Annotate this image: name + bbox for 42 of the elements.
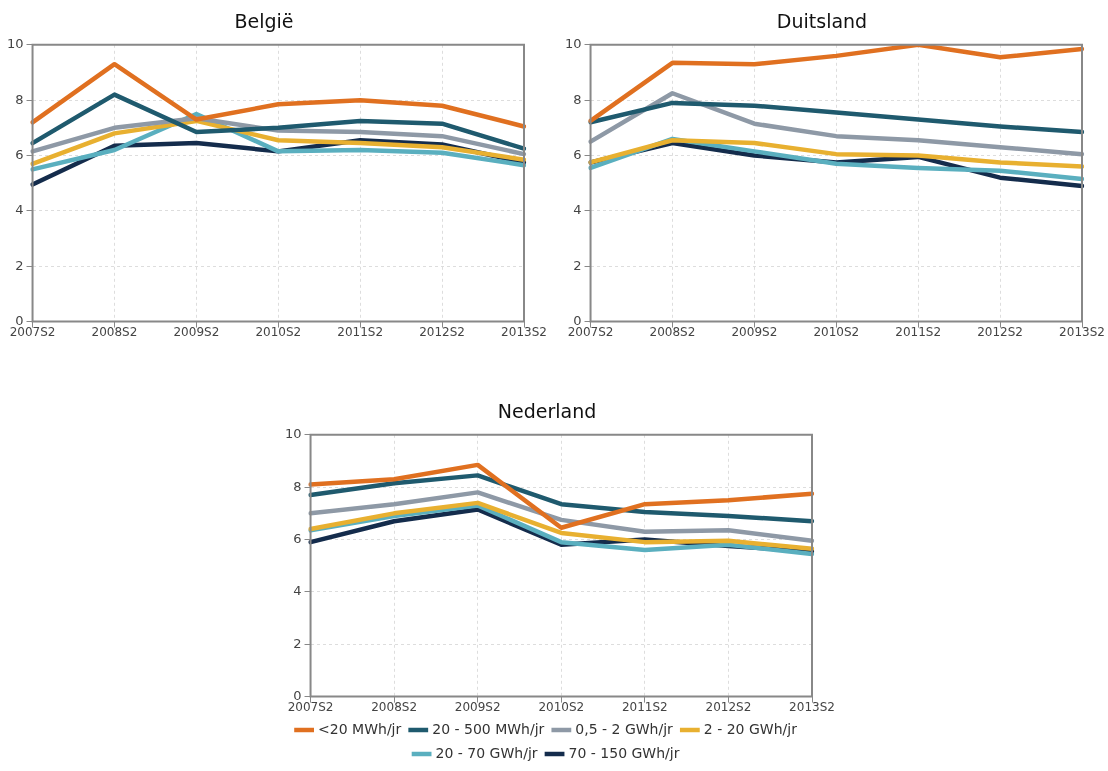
x-tick-label: 2011S2 (337, 324, 384, 339)
y-tick-label: 2 (15, 257, 24, 273)
x-tick-label: 2012S2 (419, 324, 465, 339)
y-tick-label: 10 (565, 36, 582, 52)
y-tick-label: 10 (7, 36, 24, 52)
legend-label: 20 - 500 MWh/jr (432, 720, 545, 737)
x-tick-label: 2009S2 (173, 324, 220, 339)
y-tick-label: 6 (573, 146, 582, 162)
y-tick-label: 10 (285, 426, 302, 442)
y-tick-label: 8 (573, 91, 582, 107)
y-tick-label: 2 (293, 635, 302, 651)
y-tick-label: 8 (15, 91, 24, 107)
x-tick-label: 2010S2 (538, 699, 585, 714)
x-tick-label: 2008S2 (649, 324, 696, 339)
legend-label: 70 - 150 GWh/jr (568, 744, 680, 761)
y-tick-label: 4 (573, 202, 582, 218)
y-tick-label: 6 (293, 530, 302, 546)
x-tick-label: 2011S2 (895, 324, 942, 339)
chart-title: Duitsland (776, 10, 868, 33)
y-tick-label: 6 (15, 146, 24, 162)
x-tick-label: 2011S2 (621, 699, 668, 714)
x-tick-label: 2009S2 (454, 699, 501, 714)
legend-label: 20 - 70 GWh/jr (435, 744, 538, 761)
x-tick-label: 2012S2 (705, 699, 752, 714)
chart-title: Nederland (497, 400, 597, 423)
x-tick-label: 2012S2 (977, 324, 1023, 339)
x-tick-label: 2013S2 (501, 324, 547, 339)
y-tick-label: 8 (293, 478, 302, 494)
x-tick-label: 2013S2 (789, 699, 835, 714)
y-tick-label: 2 (573, 257, 582, 273)
chart-title: België (234, 10, 294, 33)
x-tick-label: 2013S2 (1059, 324, 1105, 339)
legend-label: <20 MWh/jr (318, 720, 402, 737)
x-tick-label: 2010S2 (813, 324, 860, 339)
y-tick-label: 4 (293, 583, 302, 599)
x-tick-label: 2008S2 (91, 324, 138, 339)
x-tick-label: 2008S2 (371, 699, 418, 714)
x-tick-label: 2009S2 (731, 324, 778, 339)
legend-label: 0,5 - 2 GWh/jr (575, 720, 674, 737)
y-tick-label: 4 (15, 202, 24, 218)
legend-label: 2 - 20 GWh/jr (703, 720, 798, 737)
x-tick-label: 2010S2 (255, 324, 302, 339)
